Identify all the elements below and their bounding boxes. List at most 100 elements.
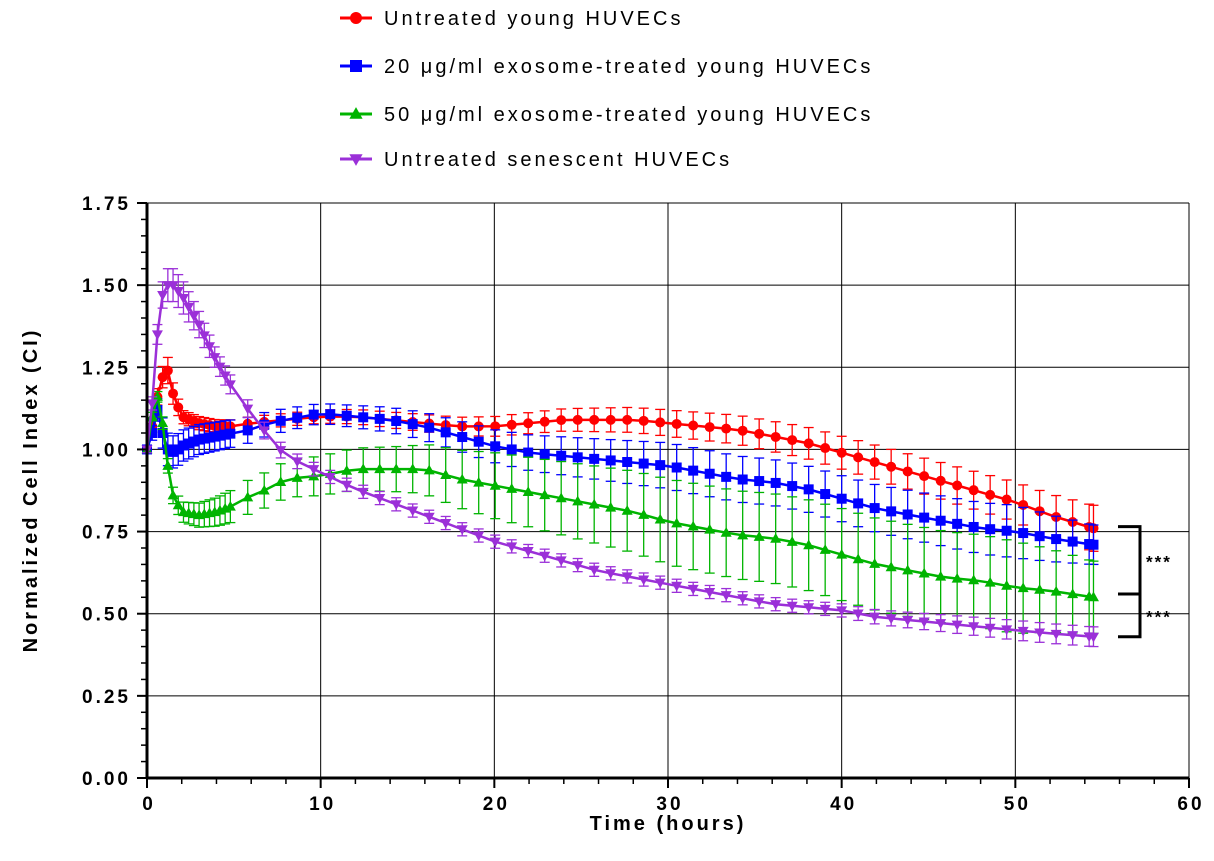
data-point	[193, 320, 205, 331]
series-line	[145, 283, 1094, 638]
data-point	[423, 464, 435, 475]
data-point	[258, 426, 270, 437]
data-point	[1087, 591, 1099, 602]
significance-brackets: *** ***	[1118, 525, 1172, 639]
data-point	[350, 12, 362, 24]
data-point	[919, 471, 930, 482]
data-point	[506, 419, 517, 430]
data-point	[621, 572, 633, 583]
data-point	[407, 506, 419, 517]
data-point	[721, 423, 732, 434]
data-point	[167, 281, 179, 291]
data-point	[721, 471, 732, 482]
data-point	[188, 311, 200, 322]
data-point	[654, 513, 666, 524]
data-point	[219, 371, 231, 382]
data-point	[168, 446, 179, 457]
legend-label: Untreated senescent HUVECs	[384, 149, 732, 171]
data-point	[589, 414, 600, 425]
data-point	[770, 600, 782, 610]
data-point	[506, 444, 517, 455]
data-point	[556, 415, 567, 426]
data-point	[358, 412, 369, 423]
data-point	[151, 330, 163, 341]
data-point	[198, 331, 210, 342]
data-point	[242, 404, 254, 415]
data-point	[440, 427, 451, 438]
data-point	[152, 405, 163, 415]
data-point	[390, 500, 402, 511]
data-point	[324, 472, 336, 483]
data-point	[183, 438, 194, 449]
data-point	[183, 302, 195, 313]
data-point	[819, 544, 831, 554]
data-point	[539, 449, 550, 460]
data-point	[605, 455, 616, 466]
data-point	[902, 564, 914, 575]
data-point	[390, 463, 402, 474]
data-point	[605, 501, 617, 512]
data-point	[167, 489, 179, 500]
data-point	[869, 503, 880, 514]
y-tick-label: 1.00	[82, 440, 131, 461]
data-point	[457, 432, 468, 443]
data-point	[704, 468, 715, 479]
data-point	[1067, 536, 1078, 547]
x-axis-title: Time (hours)	[590, 813, 747, 835]
data-point	[489, 537, 501, 548]
data-point	[869, 612, 881, 623]
data-point	[687, 520, 699, 531]
data-point	[1034, 531, 1045, 542]
data-point	[1017, 626, 1029, 637]
data-point	[770, 431, 781, 442]
y-tick-label: 0.75	[82, 523, 131, 544]
data-point	[224, 500, 236, 511]
data-point	[555, 492, 567, 503]
data-point	[242, 425, 253, 436]
data-point	[374, 413, 385, 424]
data-point	[440, 519, 452, 529]
data-point	[258, 484, 270, 495]
data-point	[869, 457, 880, 468]
data-point	[836, 548, 848, 559]
data-point	[308, 409, 319, 420]
data-point	[539, 416, 550, 427]
data-point	[819, 604, 831, 615]
data-point	[440, 469, 452, 480]
data-point	[374, 463, 386, 474]
data-point	[820, 489, 831, 500]
data-point	[951, 620, 963, 631]
data-point	[341, 410, 352, 421]
data-point	[1088, 539, 1099, 550]
data-point	[220, 429, 231, 440]
data-point	[341, 465, 353, 475]
data-point	[391, 416, 402, 427]
grid-lines	[147, 202, 1190, 778]
data-point	[902, 615, 914, 626]
data-point	[456, 473, 468, 484]
data-point	[350, 60, 362, 72]
data-point	[572, 495, 584, 506]
data-point	[204, 432, 215, 443]
data-point	[456, 525, 468, 536]
y-tick-label: 0.00	[82, 769, 131, 790]
data-point	[199, 433, 210, 444]
data-point	[275, 446, 287, 456]
data-point	[473, 531, 485, 542]
data-point	[291, 472, 303, 482]
data-point	[588, 498, 600, 509]
chart-legend: Untreated young HUVECs 20 μg/ml exosome-t…	[340, 8, 870, 171]
data-point	[1050, 585, 1062, 596]
x-tick-label: 40	[830, 794, 857, 815]
significance-label: ***	[1146, 607, 1172, 626]
data-point	[687, 584, 699, 595]
significance-bracket	[1118, 592, 1142, 639]
data-point	[720, 591, 732, 601]
data-point	[704, 422, 715, 433]
data-point	[209, 353, 221, 363]
data-point	[308, 465, 320, 475]
data-point	[704, 523, 716, 534]
data-point	[357, 463, 369, 474]
data-point	[737, 594, 749, 605]
data-point	[902, 509, 913, 520]
